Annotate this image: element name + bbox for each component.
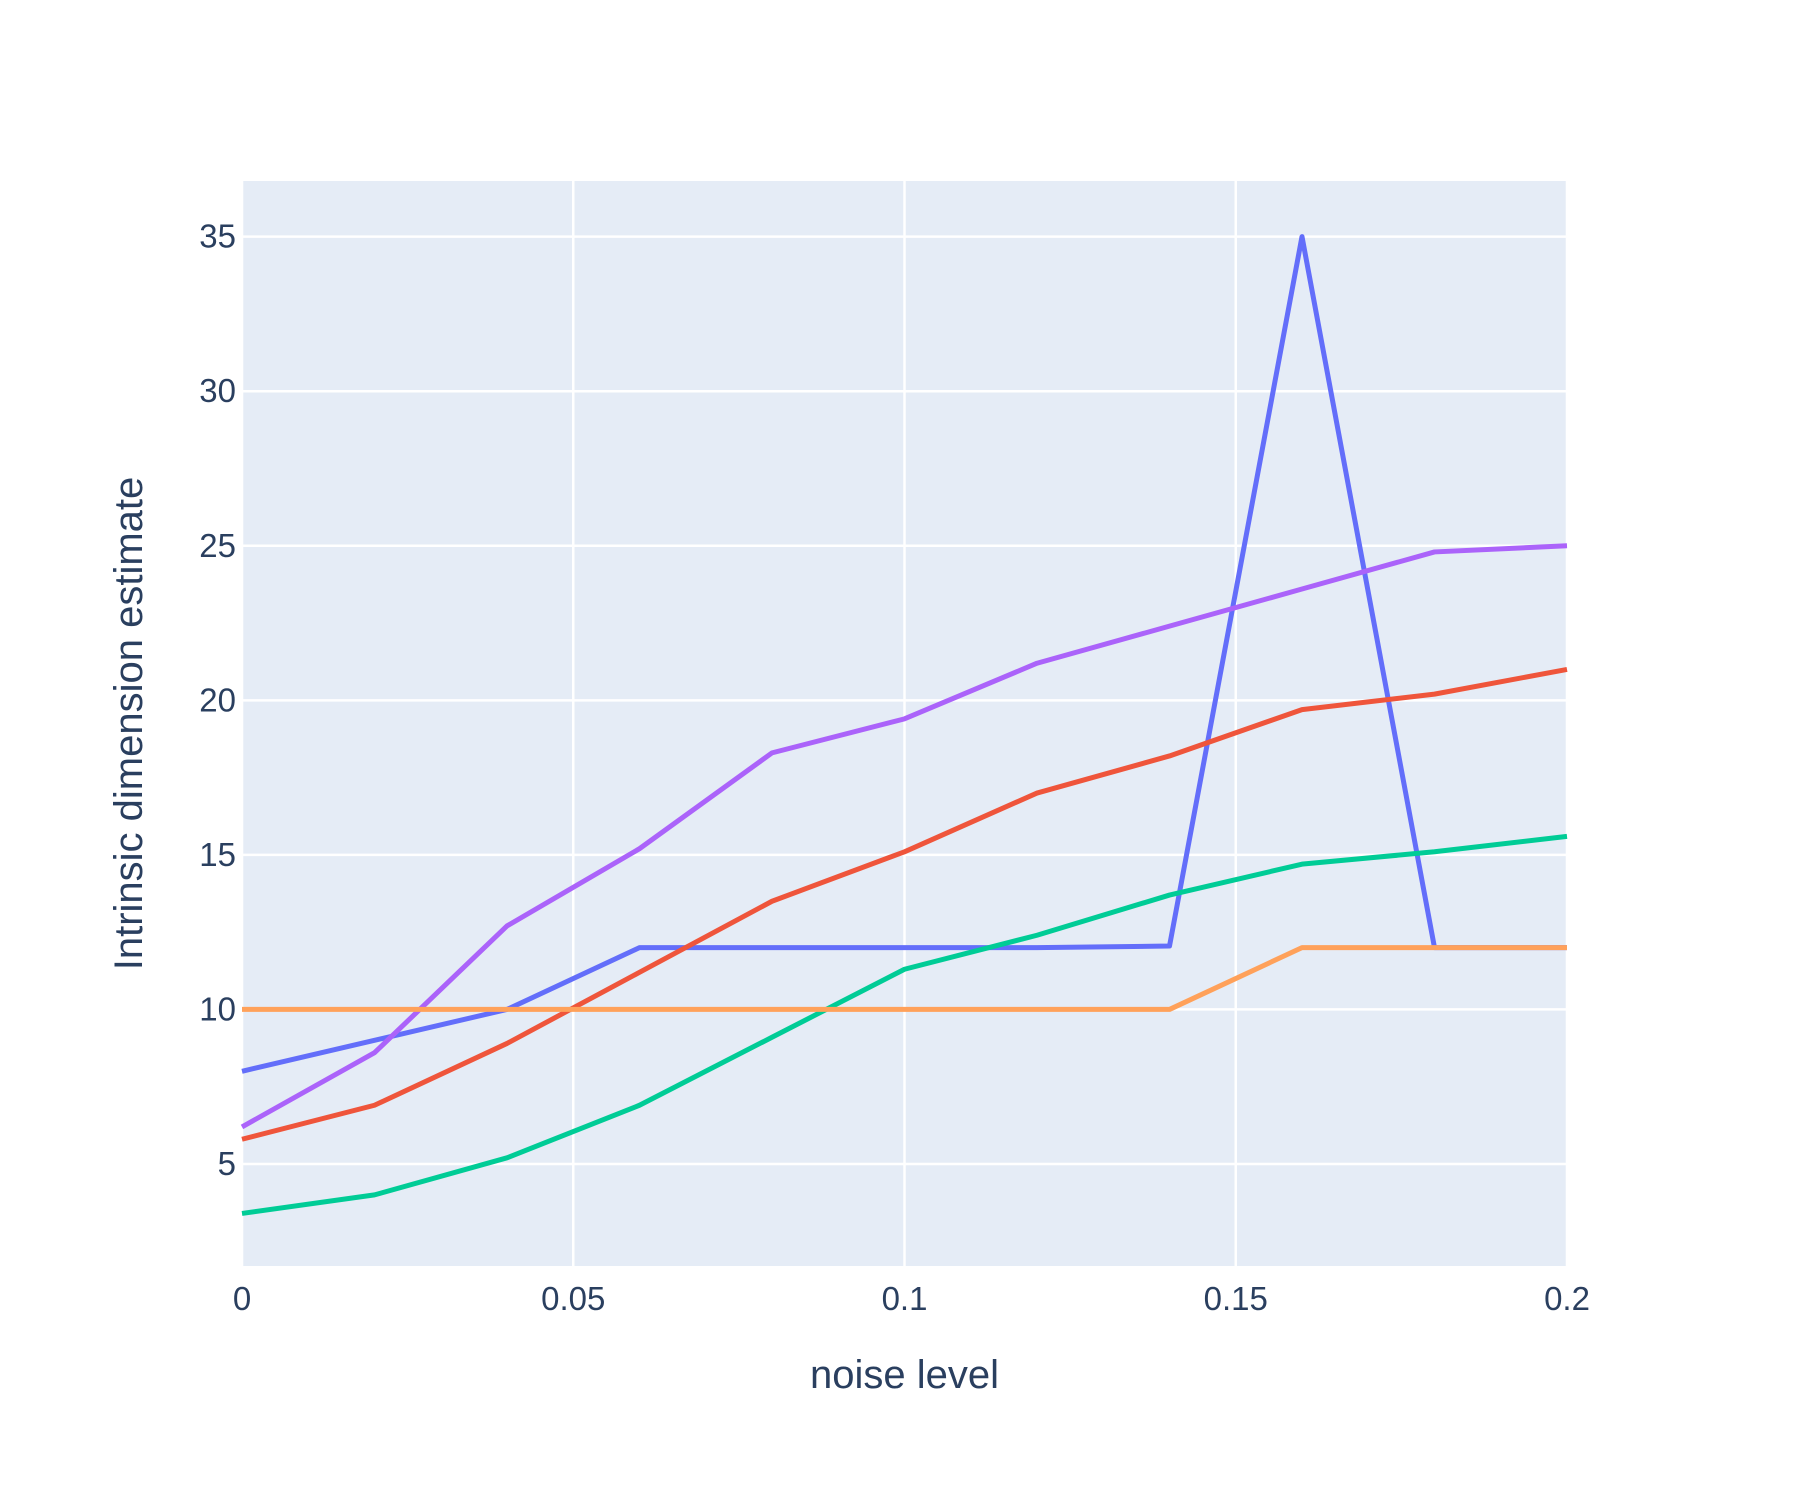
y-tick-label: 20 <box>199 681 236 718</box>
x-tick-label: 0.2 <box>1544 1280 1590 1317</box>
series-line-5 <box>242 945 1567 1012</box>
x-tick-label: 0.05 <box>541 1280 605 1317</box>
series-line-4 <box>240 543 1568 1130</box>
gridlines <box>240 181 1569 1266</box>
y-axis-title: Intrinsic dimension estimate <box>107 477 151 971</box>
series-line-3 <box>241 833 1568 1216</box>
x-axis-ticks: 0 0.05 0.1 0.15 0.2 <box>233 1280 1590 1317</box>
series-lines <box>240 234 1568 1216</box>
y-tick-label: 35 <box>199 218 236 255</box>
y-tick-label: 30 <box>199 372 236 409</box>
y-tick-label: 25 <box>199 527 236 564</box>
x-tick-label: 0 <box>233 1280 251 1317</box>
y-tick-label: 10 <box>199 990 236 1027</box>
y-axis-ticks: 5 10 15 20 25 30 35 <box>199 218 236 1182</box>
y-tick-label: 5 <box>218 1145 236 1182</box>
x-tick-label: 0.15 <box>1204 1280 1268 1317</box>
x-tick-label: 0.1 <box>882 1280 928 1317</box>
x-axis-title: noise level <box>810 1353 999 1397</box>
y-tick-label: 15 <box>199 836 236 873</box>
series-line-2 <box>241 666 1568 1142</box>
series-line-1 <box>241 234 1567 1074</box>
